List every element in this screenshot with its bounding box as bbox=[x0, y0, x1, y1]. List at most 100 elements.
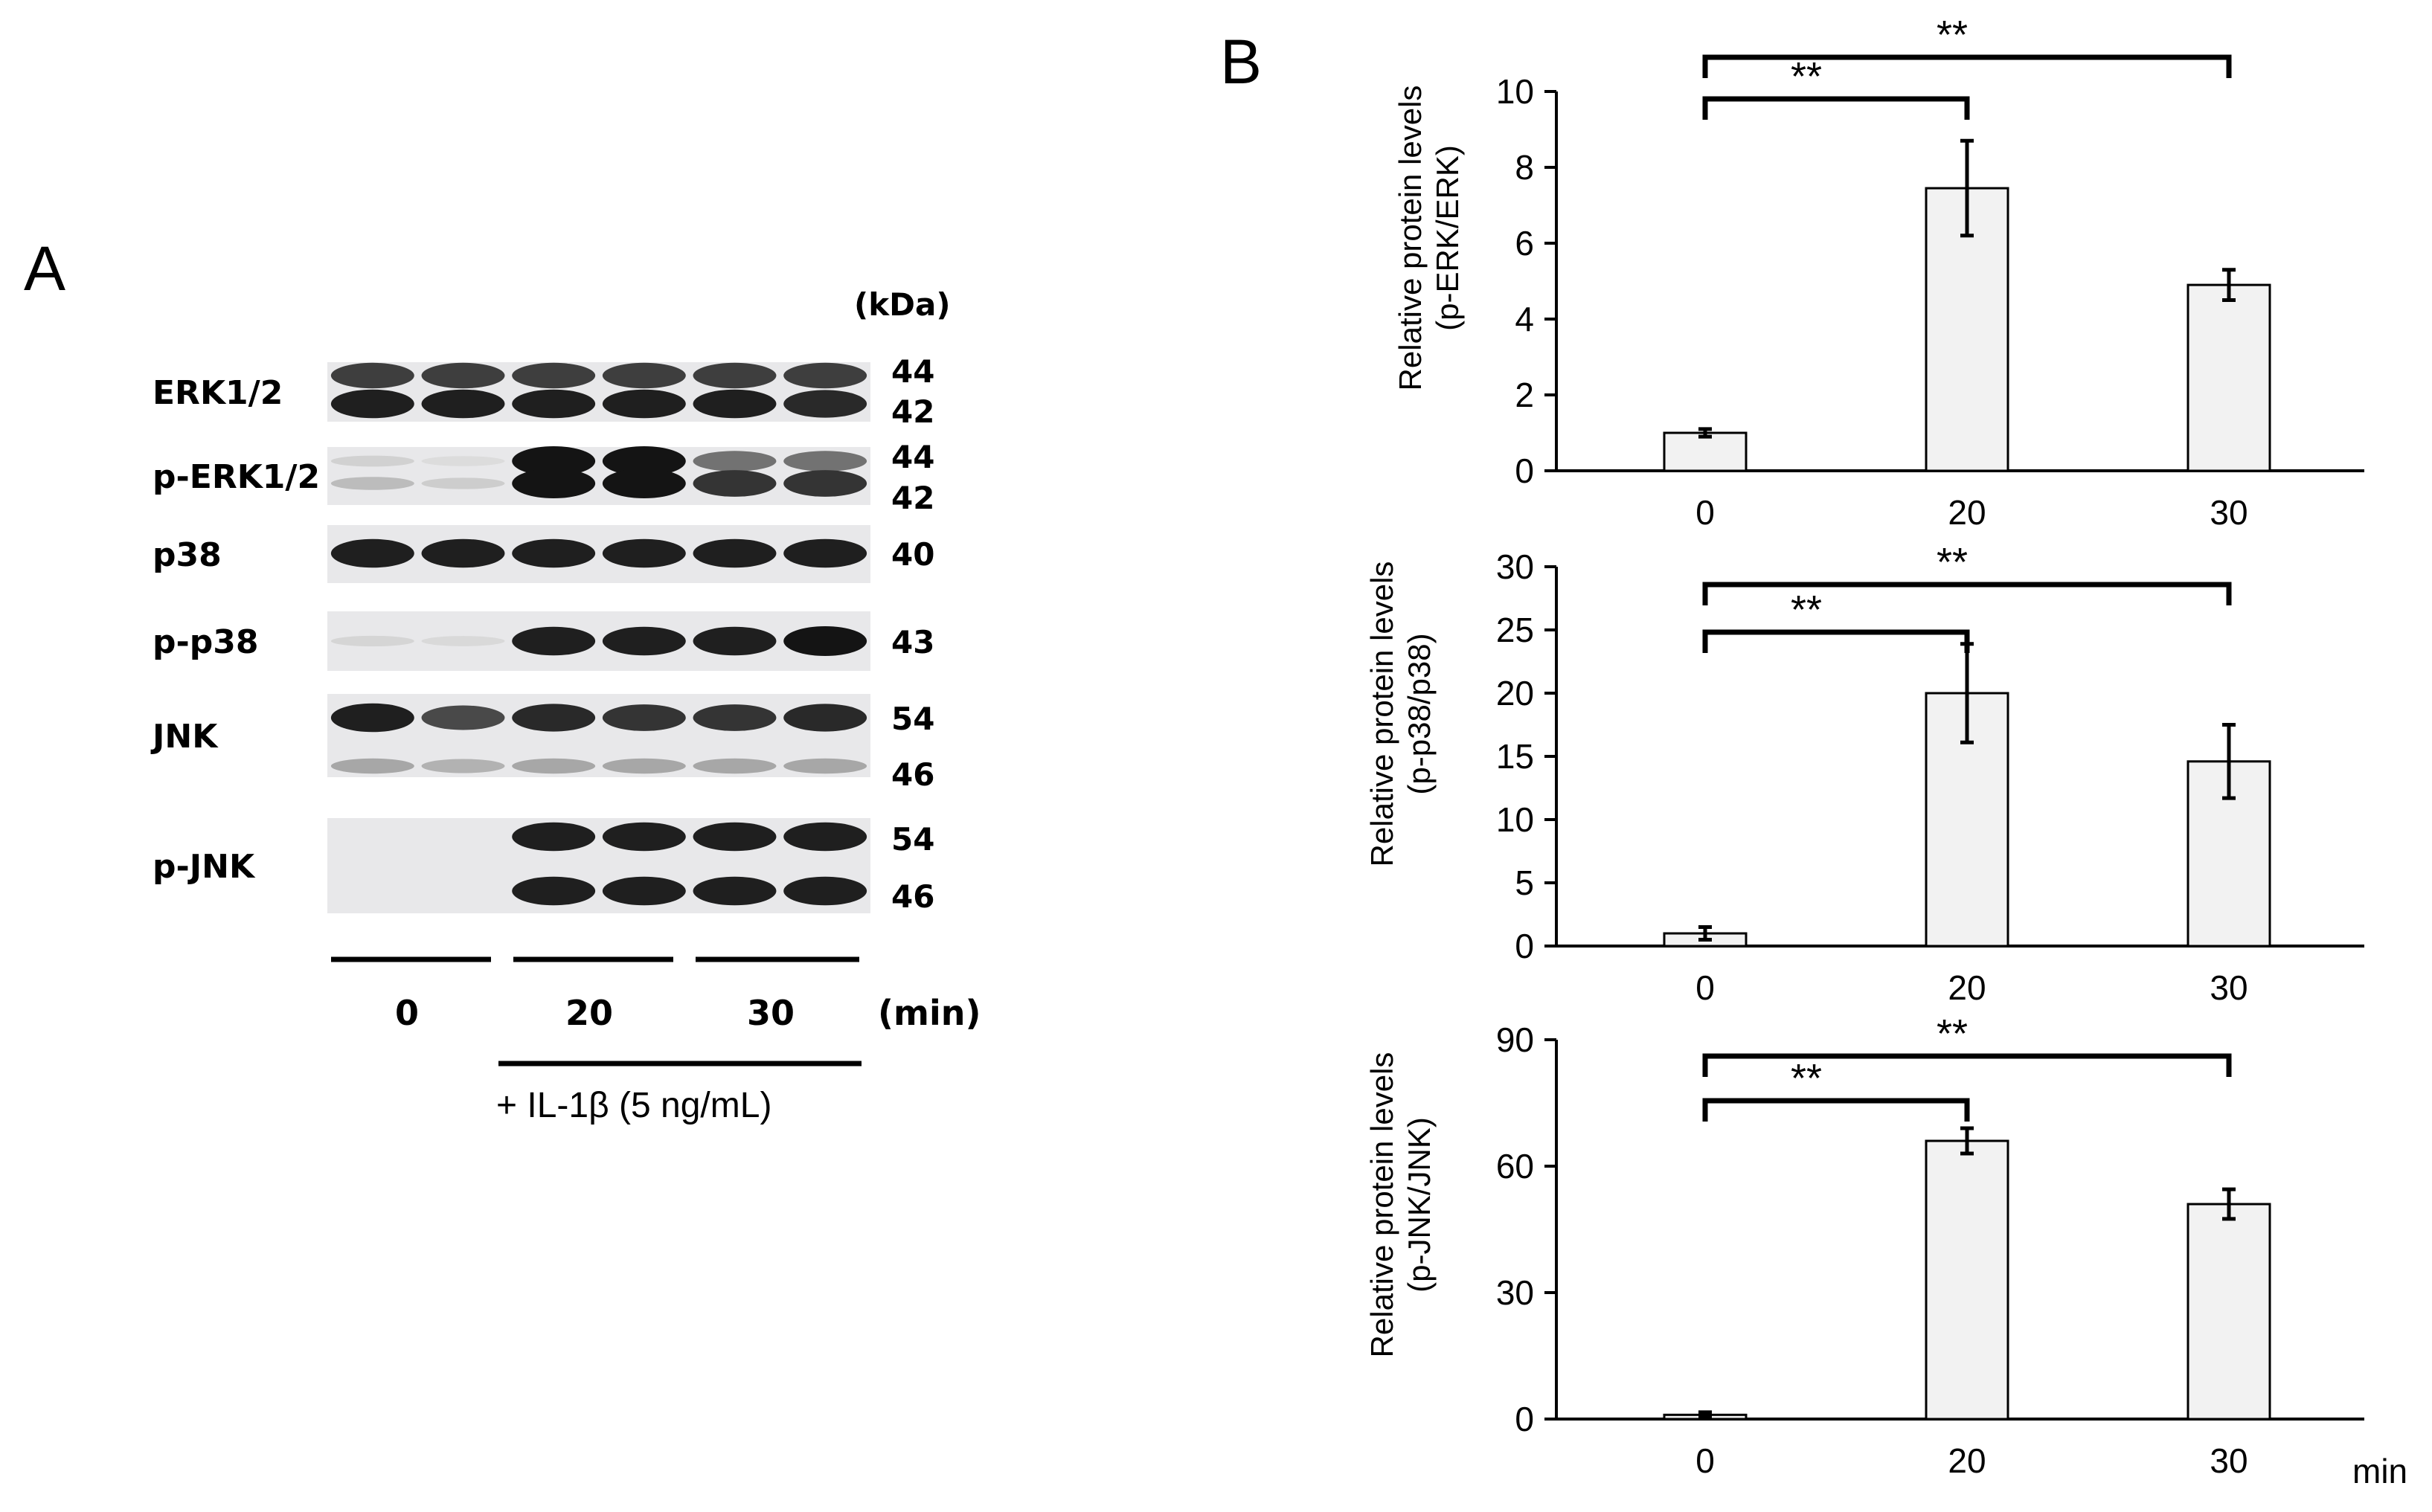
y-tick-label: 8 bbox=[1515, 148, 1534, 187]
mw-marker: 46 bbox=[891, 878, 934, 915]
blot-label: p-JNK bbox=[153, 848, 256, 886]
blot-band bbox=[602, 389, 686, 419]
mw-marker: 54 bbox=[891, 701, 934, 737]
blot-band bbox=[783, 538, 867, 568]
blot-band bbox=[512, 446, 596, 476]
y-tick-label: 0 bbox=[1515, 927, 1534, 965]
x-tick-label: 30 bbox=[2210, 493, 2247, 532]
x-tick-label: 0 bbox=[1695, 1441, 1715, 1480]
y-tick-label: 0 bbox=[1515, 451, 1534, 490]
blot-band bbox=[693, 451, 777, 472]
y-tick-label: 25 bbox=[1496, 611, 1534, 649]
mw-marker: 44 bbox=[891, 439, 934, 475]
significance-label: ** bbox=[1937, 540, 1968, 585]
y-tick-label: 20 bbox=[1496, 674, 1534, 712]
blot-band bbox=[783, 876, 867, 906]
blot-band bbox=[330, 538, 414, 568]
blot-membrane bbox=[327, 525, 870, 583]
significance-bracket bbox=[1702, 629, 1970, 653]
blot-band bbox=[512, 704, 596, 732]
blot-band bbox=[512, 538, 596, 568]
blot-band bbox=[512, 362, 596, 389]
x-tick-label: 20 bbox=[1948, 968, 1986, 1007]
y-tick-label: 60 bbox=[1496, 1147, 1534, 1186]
blot-band bbox=[330, 758, 414, 774]
mw-marker: 44 bbox=[891, 353, 934, 390]
blot-label: p-ERK1/2 bbox=[153, 458, 320, 496]
mw-marker: 42 bbox=[891, 480, 934, 516]
y-axis-label: Relative protein levels bbox=[1364, 562, 1399, 867]
mw-marker: 43 bbox=[891, 624, 934, 660]
blot-band bbox=[512, 469, 596, 498]
time-unit: (min) bbox=[878, 993, 981, 1033]
mw-marker: 54 bbox=[891, 821, 934, 858]
blot-band bbox=[512, 758, 596, 774]
x-tick-label: 30 bbox=[2210, 968, 2247, 1007]
blot-band bbox=[330, 362, 414, 389]
blot-3: p38 40 bbox=[153, 525, 934, 583]
blot-membrane bbox=[327, 818, 870, 913]
blot-band bbox=[783, 362, 867, 389]
blot-band bbox=[602, 704, 686, 731]
significance-label: ** bbox=[1791, 588, 1822, 632]
y-tick-label: 5 bbox=[1515, 863, 1534, 902]
blot-band bbox=[421, 538, 505, 568]
blot-band bbox=[693, 822, 777, 852]
treatment-label: + IL-1β (5 ng/mL) bbox=[496, 1086, 771, 1125]
blot-band bbox=[783, 470, 867, 497]
bar-30 bbox=[2186, 283, 2271, 472]
y-tick-label: 10 bbox=[1496, 800, 1534, 839]
y-tick-label: 30 bbox=[1496, 1273, 1534, 1312]
significance-bracket bbox=[1702, 582, 2232, 605]
blot-band bbox=[783, 758, 867, 774]
y-tick-label: 90 bbox=[1496, 1020, 1534, 1059]
x-tick-label: 20 bbox=[1948, 1441, 1986, 1480]
blot-membrane bbox=[327, 447, 870, 505]
blot-band bbox=[783, 822, 867, 852]
blot-band bbox=[693, 876, 777, 906]
y-axis-label: Relative protein levels bbox=[1393, 86, 1428, 391]
blot-band bbox=[602, 822, 686, 852]
blot-band bbox=[602, 469, 686, 498]
blot-band bbox=[421, 477, 505, 489]
significance-bracket bbox=[1702, 1053, 2232, 1077]
significance-bracket bbox=[1702, 96, 1970, 120]
blot-band bbox=[693, 389, 777, 419]
blot-5: JNK 54 46 bbox=[150, 694, 934, 793]
time-label-30: 30 bbox=[747, 993, 795, 1033]
significance-label: ** bbox=[1791, 54, 1822, 99]
blot-label: p-p38 bbox=[153, 623, 258, 661]
blot-4: p-p38 43 bbox=[153, 611, 934, 671]
blot-membrane bbox=[327, 694, 870, 777]
y-tick-label: 2 bbox=[1515, 376, 1534, 414]
y-axis-label: Relative protein levels bbox=[1364, 1052, 1399, 1358]
significance-label: ** bbox=[1791, 1056, 1822, 1101]
blot-band bbox=[602, 362, 686, 389]
blot-band bbox=[512, 822, 596, 852]
x-tick-label: 20 bbox=[1948, 493, 1986, 532]
bar-0 bbox=[1663, 431, 1748, 472]
blot-band bbox=[330, 635, 414, 647]
blot-band bbox=[421, 636, 505, 646]
y-tick-label: 15 bbox=[1496, 737, 1534, 776]
mw-marker: 40 bbox=[891, 536, 934, 573]
blot-label: JNK bbox=[150, 718, 219, 756]
blot-band bbox=[602, 626, 686, 656]
blot-band bbox=[330, 389, 414, 419]
blot-band bbox=[421, 362, 505, 389]
y-tick-label: 0 bbox=[1515, 1400, 1534, 1438]
x-tick-label: 0 bbox=[1695, 493, 1715, 532]
panel-b-letter: B bbox=[1220, 27, 1262, 97]
blot-band bbox=[330, 455, 414, 467]
time-labels: 0 20 30 (min) bbox=[395, 993, 981, 1033]
blot-band bbox=[693, 626, 777, 656]
bar-30 bbox=[2186, 1203, 2271, 1421]
blot-band bbox=[693, 538, 777, 568]
blot-band bbox=[693, 362, 777, 389]
blot-band bbox=[783, 626, 867, 656]
panel-a-letter: A bbox=[24, 234, 65, 303]
bar-20 bbox=[1925, 1139, 2009, 1421]
significance-bracket bbox=[1702, 1098, 1970, 1122]
